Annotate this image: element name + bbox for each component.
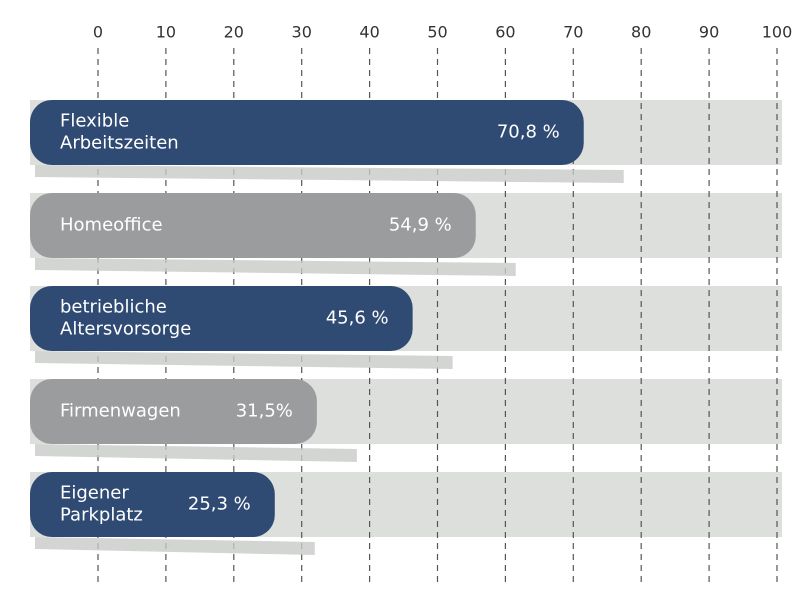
x-tick-label: 20 [224,23,244,42]
category-label: betriebliche Altersvorsorge [60,297,191,340]
bar [30,100,584,165]
category-label: Flexible Arbeitszeiten [60,111,179,154]
bar-shadow [35,444,357,462]
x-tick-label: 30 [292,23,312,42]
x-tick-label: 10 [156,23,176,42]
x-tick-label: 100 [762,23,793,42]
category-label-line: Arbeitszeiten [60,133,179,154]
category-label-line: Parkplatz [60,505,143,526]
value-label: 25,3 % [188,494,251,515]
category-label-line: Flexible [60,111,129,132]
category-label: Homeoffice [60,215,163,236]
x-tick-label: 0 [93,23,103,42]
x-tick-label: 60 [495,23,515,42]
category-label-line: Eigener [60,483,129,504]
bar [30,193,476,258]
bar [30,286,413,351]
x-tick-label: 40 [359,23,379,42]
bar-shadow [35,537,315,555]
x-tick-label: 70 [563,23,583,42]
category-label-line: Homeoffice [60,215,163,236]
value-label: 45,6 % [326,308,389,329]
value-label: 31,5% [236,401,293,422]
bars: Flexible Arbeitszeiten 70,8 % Homeoffice 54,… [30,100,624,555]
bar [30,472,275,537]
category-label-line: betriebliche [60,297,167,318]
category-label-line: Firmenwagen [60,401,181,422]
bar-shadow [35,165,624,183]
x-tick-label: 50 [427,23,447,42]
bar [30,379,317,444]
bar-shadow [35,351,453,369]
bar-shadow [35,258,516,276]
x-tick-label: 80 [631,23,651,42]
value-label: 70,8 % [497,122,560,143]
category-label: Firmenwagen [60,401,181,422]
value-label: 54,9 % [389,215,452,236]
x-tick-label: 90 [699,23,719,42]
category-label: Eigener Parkplatz [60,483,143,526]
category-label-line: Altersvorsorge [60,319,191,340]
